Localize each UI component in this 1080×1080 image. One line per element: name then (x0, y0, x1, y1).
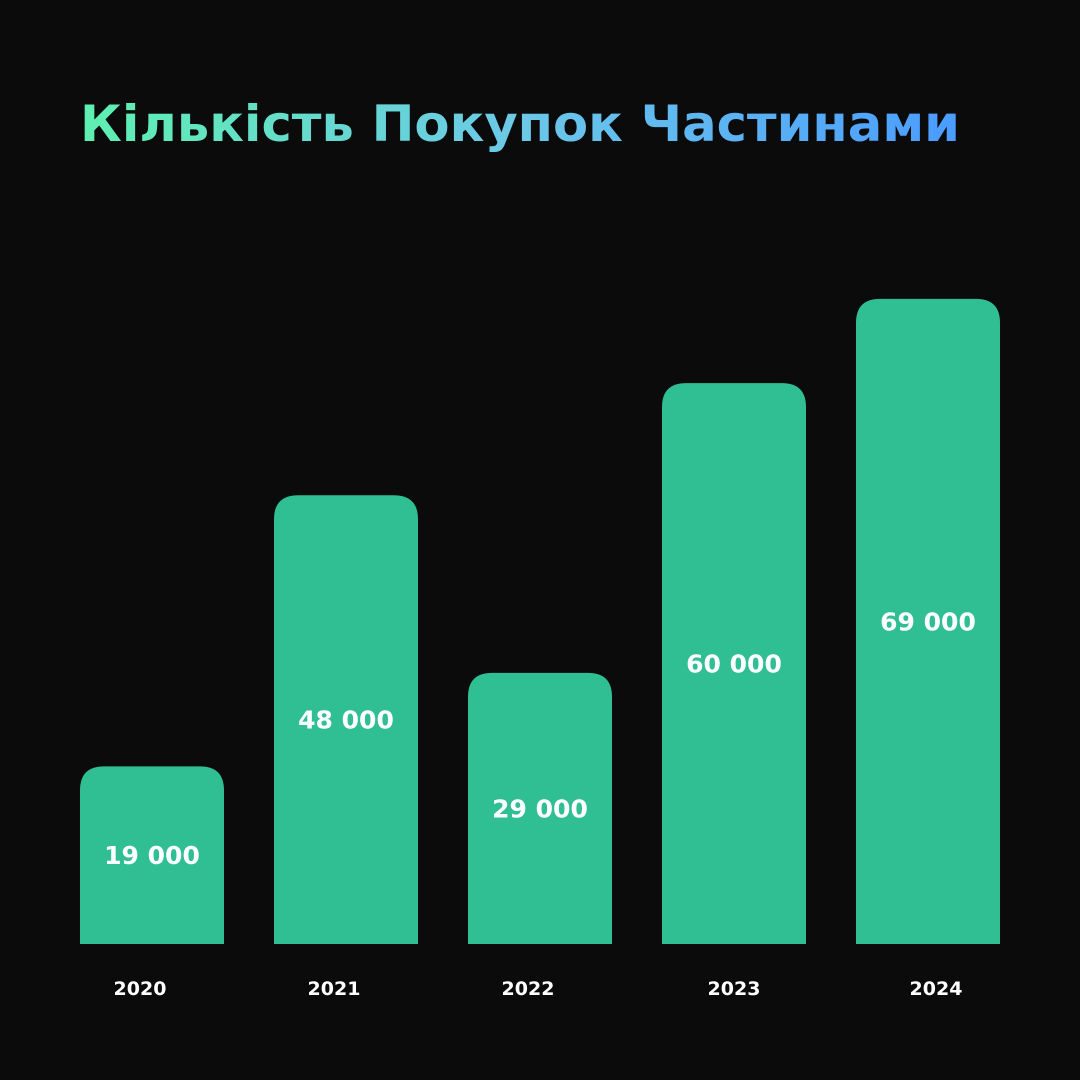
chart-title-text: Кількість Покупок Частинами (80, 95, 960, 153)
x-tick-label: 2021 (308, 978, 361, 1000)
bar-value-label: 29 000 (492, 794, 588, 823)
bar-2020 (80, 766, 224, 944)
bar-value-label: 60 000 (686, 650, 782, 679)
bar-2021 (274, 495, 418, 944)
x-tick-label: 2020 (114, 978, 167, 1000)
x-tick-label: 2023 (708, 978, 761, 1000)
x-tick-label: 2022 (502, 978, 555, 1000)
bar-2023 (662, 383, 806, 944)
bar-value-label: 69 000 (880, 607, 976, 636)
bar-value-label: 19 000 (104, 841, 200, 870)
chart-title: Кількість Покупок Частинами (80, 86, 1000, 166)
chart-title-graphic: Кількість Покупок Частинами (80, 95, 960, 153)
bar-2024 (856, 298, 1000, 944)
bar-2022 (468, 672, 612, 944)
bar-value-label: 48 000 (298, 706, 394, 735)
x-tick-label: 2024 (910, 978, 963, 1000)
